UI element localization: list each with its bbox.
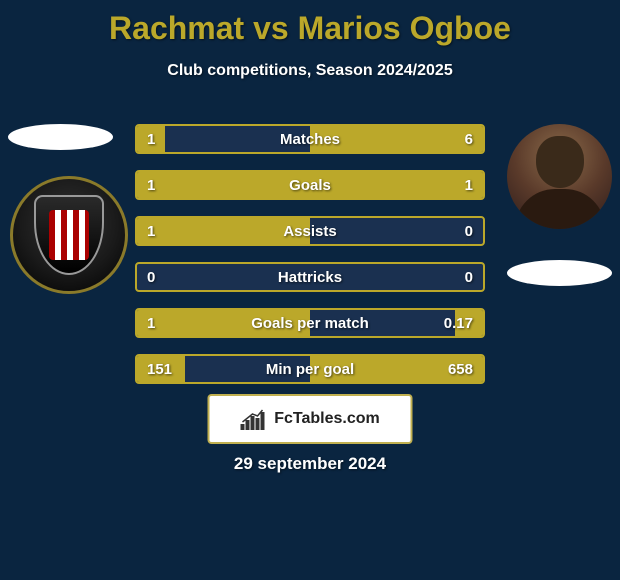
- footer-date: 29 september 2024: [0, 454, 620, 474]
- right-name-placeholder: [507, 260, 612, 286]
- source-badge: FcTables.com: [208, 394, 413, 444]
- stat-value-right: 0.17: [444, 315, 473, 332]
- stat-value-right: 1: [465, 177, 473, 194]
- stat-row-matches: 1 Matches 6: [135, 124, 485, 154]
- stat-row-goals-per-match: 1 Goals per match 0.17: [135, 308, 485, 338]
- left-name-placeholder: [8, 124, 113, 150]
- stat-row-min-per-goal: 151 Min per goal 658: [135, 354, 485, 384]
- stat-value-right: 0: [465, 269, 473, 286]
- stat-label: Assists: [137, 223, 483, 240]
- stat-row-hattricks: 0 Hattricks 0: [135, 262, 485, 292]
- stat-label: Min per goal: [137, 361, 483, 378]
- stat-label: Goals per match: [137, 315, 483, 332]
- stats-comparison-bars: 1 Matches 6 1 Goals 1 1 Assists 0 0 Hatt…: [135, 124, 485, 400]
- stat-value-right: 0: [465, 223, 473, 240]
- club-stripes-icon: [49, 210, 89, 260]
- stat-row-goals: 1 Goals 1: [135, 170, 485, 200]
- club-shield-icon: [34, 195, 104, 275]
- stat-value-right: 6: [465, 131, 473, 148]
- stat-label: Matches: [137, 131, 483, 148]
- page-title: Rachmat vs Marios Ogboe: [0, 0, 620, 47]
- page-subtitle: Club competitions, Season 2024/2025: [0, 62, 620, 80]
- left-club-badge: [10, 176, 128, 294]
- stat-value-right: 658: [448, 361, 473, 378]
- stat-label: Goals: [137, 177, 483, 194]
- stat-label: Hattricks: [137, 269, 483, 286]
- brand-text: FcTables.com: [274, 410, 380, 428]
- fctables-logo-icon: [240, 408, 268, 430]
- stat-row-assists: 1 Assists 0: [135, 216, 485, 246]
- comparison-infographic: Rachmat vs Marios Ogboe Club competition…: [0, 0, 620, 580]
- right-player-avatar: [507, 124, 612, 229]
